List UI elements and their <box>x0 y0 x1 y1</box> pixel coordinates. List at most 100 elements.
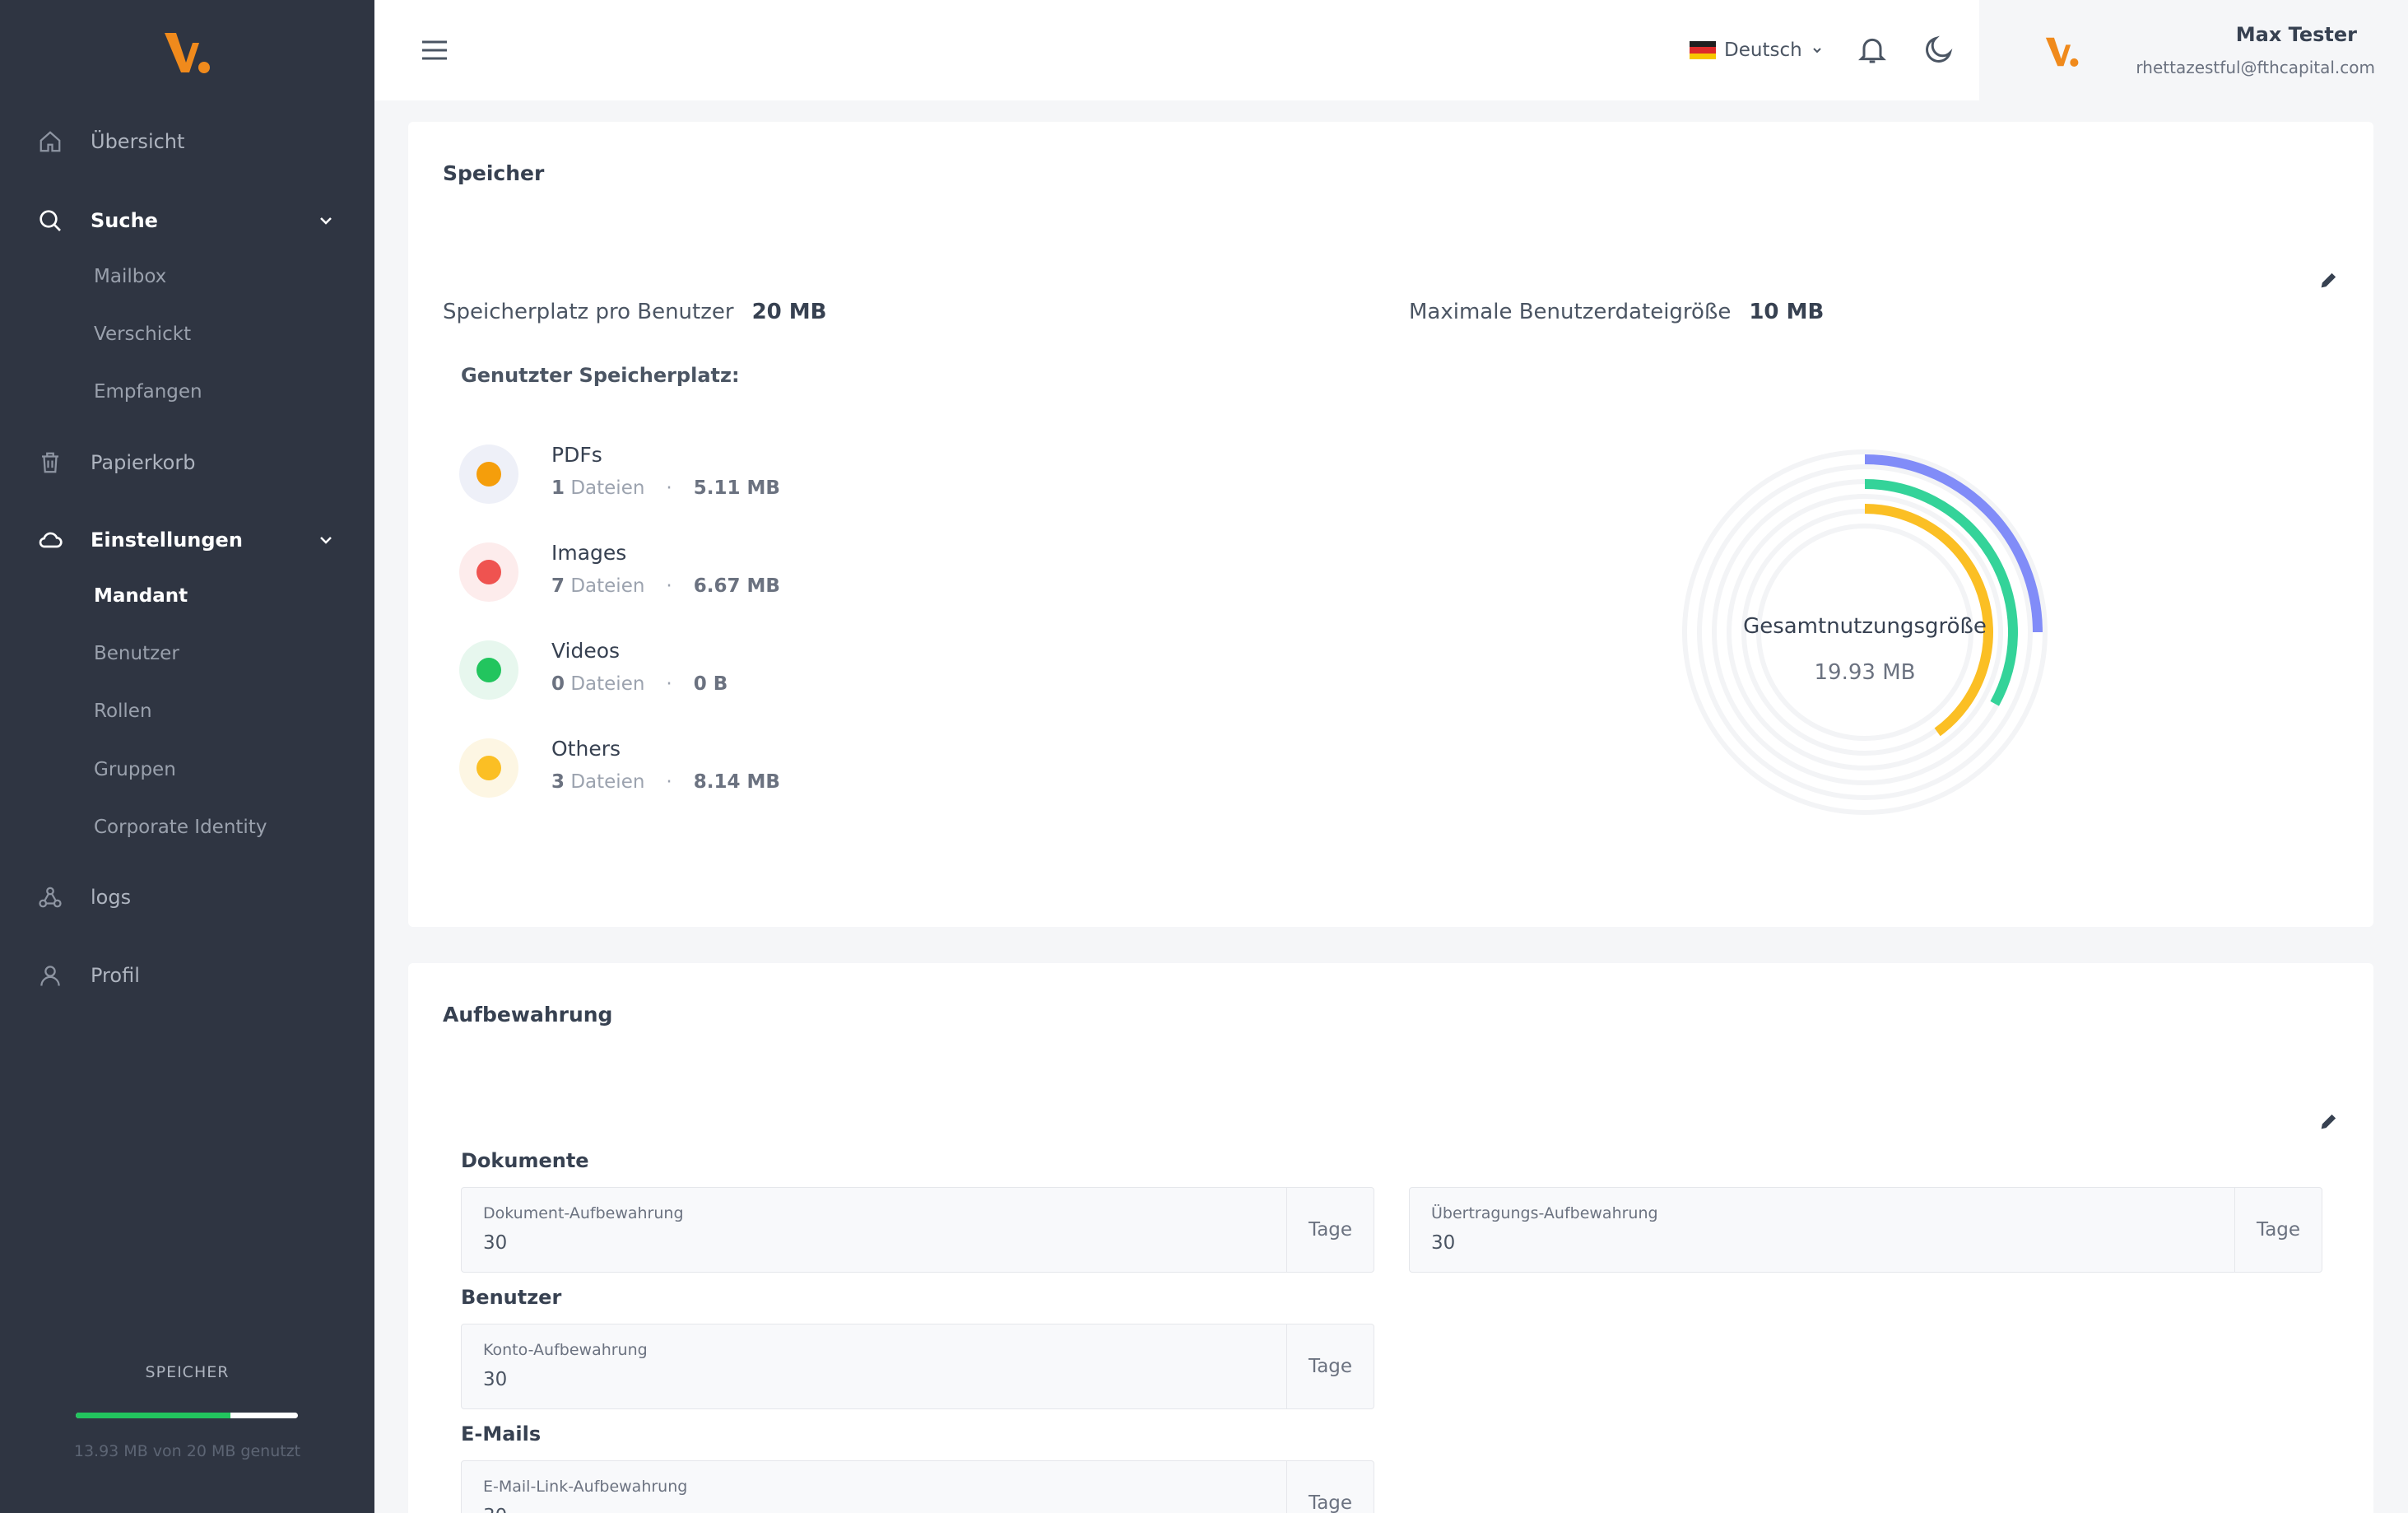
file-count: 7 <box>551 575 565 597</box>
file-type-badge <box>459 640 518 700</box>
field-suffix: Tage <box>1286 1324 1374 1408</box>
nav-uebersicht[interactable]: Übersicht <box>0 117 374 166</box>
storage-per-user-label: Speicherplatz pro Benutzer <box>443 300 734 324</box>
app-logo[interactable] <box>161 26 214 79</box>
file-count-unit: Dateien <box>570 673 645 695</box>
nav-einstellungen[interactable]: Einstellungen <box>0 515 374 565</box>
retention-card: Aufbewahrung Dokumente Dokument-Aufbewah… <box>408 963 2373 1513</box>
home-icon <box>36 128 64 156</box>
nav-sub-benutzer[interactable]: Benutzer <box>94 643 179 664</box>
file-type-name: Videos <box>551 639 621 663</box>
nav-sub-mailbox[interactable]: Mailbox <box>94 266 167 287</box>
field-label: Dokument-Aufbewahrung <box>483 1204 684 1222</box>
nav-suche[interactable]: Suche <box>0 196 374 245</box>
storage-card: Speicher Speicherplatz pro Benutzer 20 M… <box>408 122 2373 927</box>
donut-center-label: Gesamtnutzungsgröße <box>1743 614 1987 639</box>
konto-aufbewahrung-field[interactable]: Konto-Aufbewahrung 30 Tage <box>461 1324 1374 1409</box>
file-type-row: Others 3 Dateien · 8.14 MB <box>459 732 1035 806</box>
file-type-meta: 1 Dateien · 5.11 MB <box>551 477 780 499</box>
user-email: rhettazestful@fthcapital.com <box>2136 58 2375 77</box>
radial-ring-1 <box>1864 479 2018 706</box>
nav-sub-mandant[interactable]: Mandant <box>94 585 188 607</box>
field-suffix: Tage <box>1286 1461 1374 1513</box>
field-suffix: Tage <box>2234 1188 2322 1272</box>
nav-label: Suche <box>91 209 158 232</box>
file-type-meta: 0 Dateien · 0 B <box>551 673 728 695</box>
storage-title: SPEICHER <box>145 1363 230 1381</box>
nav-logs[interactable]: logs <box>0 873 374 922</box>
file-type-badge <box>459 542 518 602</box>
group-label-benutzer: Benutzer <box>461 1286 562 1309</box>
file-type-badge <box>459 738 518 798</box>
menu-icon[interactable] <box>421 38 449 63</box>
file-type-badge <box>459 445 518 504</box>
radial-track <box>1727 494 2003 770</box>
pencil-icon[interactable] <box>2317 268 2341 291</box>
field-label: E-Mail-Link-Aufbewahrung <box>483 1478 688 1496</box>
chevron-down-icon[interactable] <box>316 211 336 230</box>
file-size: 8.14 MB <box>693 771 780 793</box>
nav-sub-verschickt[interactable]: Verschickt <box>94 324 192 345</box>
storage-radial-chart <box>1682 449 2048 815</box>
nav-sub-rollen[interactable]: Rollen <box>94 701 152 722</box>
user-icon <box>36 961 64 989</box>
nav-papierkorb[interactable]: Papierkorb <box>0 438 374 487</box>
chevron-down-icon[interactable] <box>316 530 336 550</box>
nav-label: Übersicht <box>91 130 185 153</box>
nav-profil[interactable]: Profil <box>0 951 374 1000</box>
group-label-dokumente: Dokumente <box>461 1149 589 1172</box>
top-bar: Deutsch Max Tester rhettazestful@fthcapi… <box>374 0 2408 100</box>
used-storage-label: Genutzter Speicherplatz: <box>461 364 740 387</box>
pencil-icon[interactable] <box>2317 1110 2341 1133</box>
file-type-meta: 7 Dateien · 6.67 MB <box>551 575 780 597</box>
file-count: 1 <box>551 477 565 499</box>
file-size: 0 B <box>693 673 728 695</box>
moon-icon[interactable] <box>1922 33 1955 66</box>
file-count-unit: Dateien <box>570 477 645 499</box>
sidebar: Übersicht Suche Mailbox Verschickt Empfa… <box>0 0 374 1513</box>
user-name: Max Tester <box>2235 23 2357 46</box>
german-flag-icon <box>1690 41 1716 59</box>
file-type-name: Others <box>551 737 621 761</box>
file-type-row: Images 7 Dateien · 6.67 MB <box>459 536 1035 610</box>
file-size: 6.67 MB <box>693 575 780 597</box>
radial-ring-2 <box>1864 504 1993 737</box>
language-selector[interactable]: Deutsch <box>1690 36 1824 64</box>
file-count-unit: Dateien <box>570 575 645 597</box>
uebertragungs-aufbewahrung-field[interactable]: Übertragungs-Aufbewahrung 30 Tage <box>1409 1187 2322 1273</box>
nav-label: Profil <box>91 964 140 987</box>
file-type-name: Images <box>551 541 627 565</box>
radial-track <box>1756 524 1973 741</box>
storage-progress-bar <box>76 1413 298 1418</box>
user-menu[interactable]: Max Tester rhettazestful@fthcapital.com <box>1979 0 2408 100</box>
field-value[interactable]: 30 <box>483 1232 508 1254</box>
file-type-row: Videos 0 Dateien · 0 B <box>459 634 1035 708</box>
storage-progress-fill <box>76 1413 231 1418</box>
bell-icon[interactable] <box>1856 33 1889 66</box>
nav-label: logs <box>91 886 132 909</box>
radial-track <box>1682 449 2048 815</box>
radial-track <box>1697 464 2033 800</box>
field-label: Konto-Aufbewahrung <box>483 1341 648 1359</box>
field-value[interactable]: 30 <box>483 1506 507 1513</box>
dokument-aufbewahrung-field[interactable]: Dokument-Aufbewahrung 30 Tage <box>461 1187 1374 1273</box>
field-value[interactable]: 30 <box>1431 1232 1456 1254</box>
file-count-unit: Dateien <box>570 771 645 793</box>
field-value[interactable]: 30 <box>483 1369 508 1390</box>
file-count: 0 <box>551 673 565 695</box>
file-size: 5.11 MB <box>693 477 780 499</box>
max-file-size: Maximale Benutzerdateigröße 10 MB <box>1409 300 1824 324</box>
cloud-icon <box>36 526 64 554</box>
radial-ring-0 <box>1864 454 2043 633</box>
nav-sub-gruppen[interactable]: Gruppen <box>94 759 176 780</box>
file-type-row: PDFs 1 Dateien · 5.11 MB <box>459 438 1035 512</box>
card-title: Aufbewahrung <box>443 1003 613 1027</box>
nav-sub-empfangen[interactable]: Empfangen <box>94 381 202 403</box>
donut-center-value: 19.93 MB <box>1814 660 1916 685</box>
user-avatar-logo <box>2045 37 2079 67</box>
storage-per-user-value: 20 MB <box>751 300 827 324</box>
card-title: Speicher <box>443 161 545 185</box>
nav-label: Einstellungen <box>91 528 243 552</box>
nav-sub-corporate-identity[interactable]: Corporate Identity <box>94 817 267 838</box>
email-link-aufbewahrung-field[interactable]: E-Mail-Link-Aufbewahrung 30 Tage <box>461 1460 1374 1513</box>
